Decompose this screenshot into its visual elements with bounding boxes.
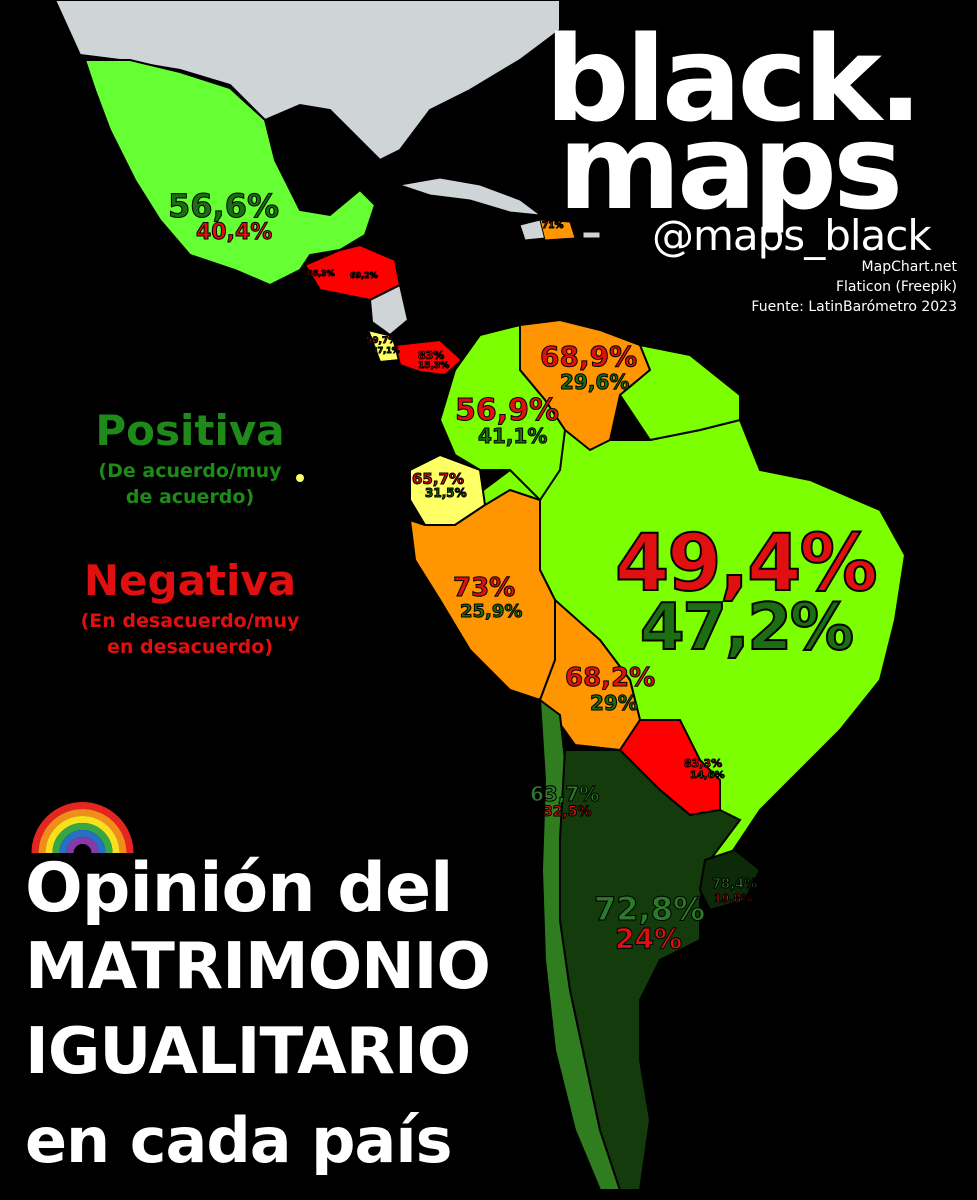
title-line-4: en cada país xyxy=(25,1104,453,1177)
cuba-island xyxy=(399,177,542,216)
ecuador-positive: 31,5% xyxy=(425,486,468,500)
honduras-negative: 69,2% xyxy=(350,271,379,280)
bolivia-positive: 29% xyxy=(590,691,639,715)
paraguay-negative: 83,3% xyxy=(683,757,723,770)
title-line-1: Opinión del xyxy=(25,849,453,928)
costa-rica-positive: 37,1% xyxy=(372,346,401,355)
guyana-region-shape xyxy=(618,343,741,442)
uruguay-positive: 78,4% xyxy=(711,877,758,892)
dominican-republic-shape xyxy=(539,219,576,241)
brand-line-2: maps xyxy=(558,98,903,236)
argentina-negative: 24% xyxy=(614,922,683,955)
uruguay-shape xyxy=(698,848,762,912)
peru-positive: 25,9% xyxy=(459,601,523,622)
legend-negative-desc-2: en desacuerdo) xyxy=(106,636,274,658)
panama-negative: 83% xyxy=(417,349,445,362)
legend-positive-title: Positiva xyxy=(95,406,285,455)
legend-negative-title: Negativa xyxy=(83,556,297,605)
chile-positive: 63,7% xyxy=(529,782,600,806)
panama-shape xyxy=(393,338,464,377)
mexico-negative: 40,4% xyxy=(195,220,273,245)
colombia-negative: 56,9% xyxy=(454,393,560,428)
brazil-positive: 47,2% xyxy=(639,591,855,665)
venezuela-negative: 68,9% xyxy=(539,340,638,373)
credit-flaticon: Flaticon (Freepik) xyxy=(835,279,957,295)
paraguay-positive: 14,6% xyxy=(690,770,726,781)
venezuela-positive: 29,6% xyxy=(559,370,630,394)
guatemala-negative: 66,3% xyxy=(307,269,336,278)
galapagos-island xyxy=(296,474,304,482)
mexico-shape xyxy=(83,59,377,287)
title-line-3: IGUALITARIO xyxy=(25,1015,471,1089)
dominican-republic-negative: 71% xyxy=(542,221,565,231)
brazil-negative: 49,4% xyxy=(614,519,879,609)
chile-negative: 32,5% xyxy=(543,804,593,820)
legend-negative-desc-1: (En desacuerdo/muy xyxy=(80,610,300,632)
panama-positive: 15,3% xyxy=(417,361,450,371)
brand-handle: @maps_black xyxy=(652,211,932,260)
argentina-shape xyxy=(559,749,742,1191)
mexico-positive: 56,6% xyxy=(167,187,280,225)
argentina-positive: 72,8% xyxy=(593,890,706,928)
brand-line-1: black. xyxy=(545,10,923,148)
peru-negative: 73% xyxy=(452,573,516,603)
credits: MapChart.net Flaticon (Freepik) Fuente: … xyxy=(751,257,957,317)
colombia-positive: 41,1% xyxy=(477,424,548,448)
bolivia-negative: 68,2% xyxy=(564,663,656,693)
uruguay-negative: 19,8% xyxy=(713,892,753,905)
puerto-rico-shape xyxy=(582,231,601,239)
legend-positive-desc-2: de acuerdo) xyxy=(125,486,255,508)
credit-source: Fuente: LatinBarómetro 2023 xyxy=(751,299,957,315)
legend-positive-desc-1: (De acuerdo/muy xyxy=(98,460,282,482)
credit-mapchart: MapChart.net xyxy=(861,259,957,275)
ecuador-negative: 65,7% xyxy=(411,470,465,488)
nicaragua-shape xyxy=(368,283,410,337)
bolivia-shape xyxy=(538,597,642,752)
rainbow-icon xyxy=(31,802,134,854)
costa-rica-negative: 59,7% xyxy=(365,336,398,346)
title-line-2: MATRIMONIO xyxy=(25,930,491,1004)
colombia-shape xyxy=(438,323,567,502)
